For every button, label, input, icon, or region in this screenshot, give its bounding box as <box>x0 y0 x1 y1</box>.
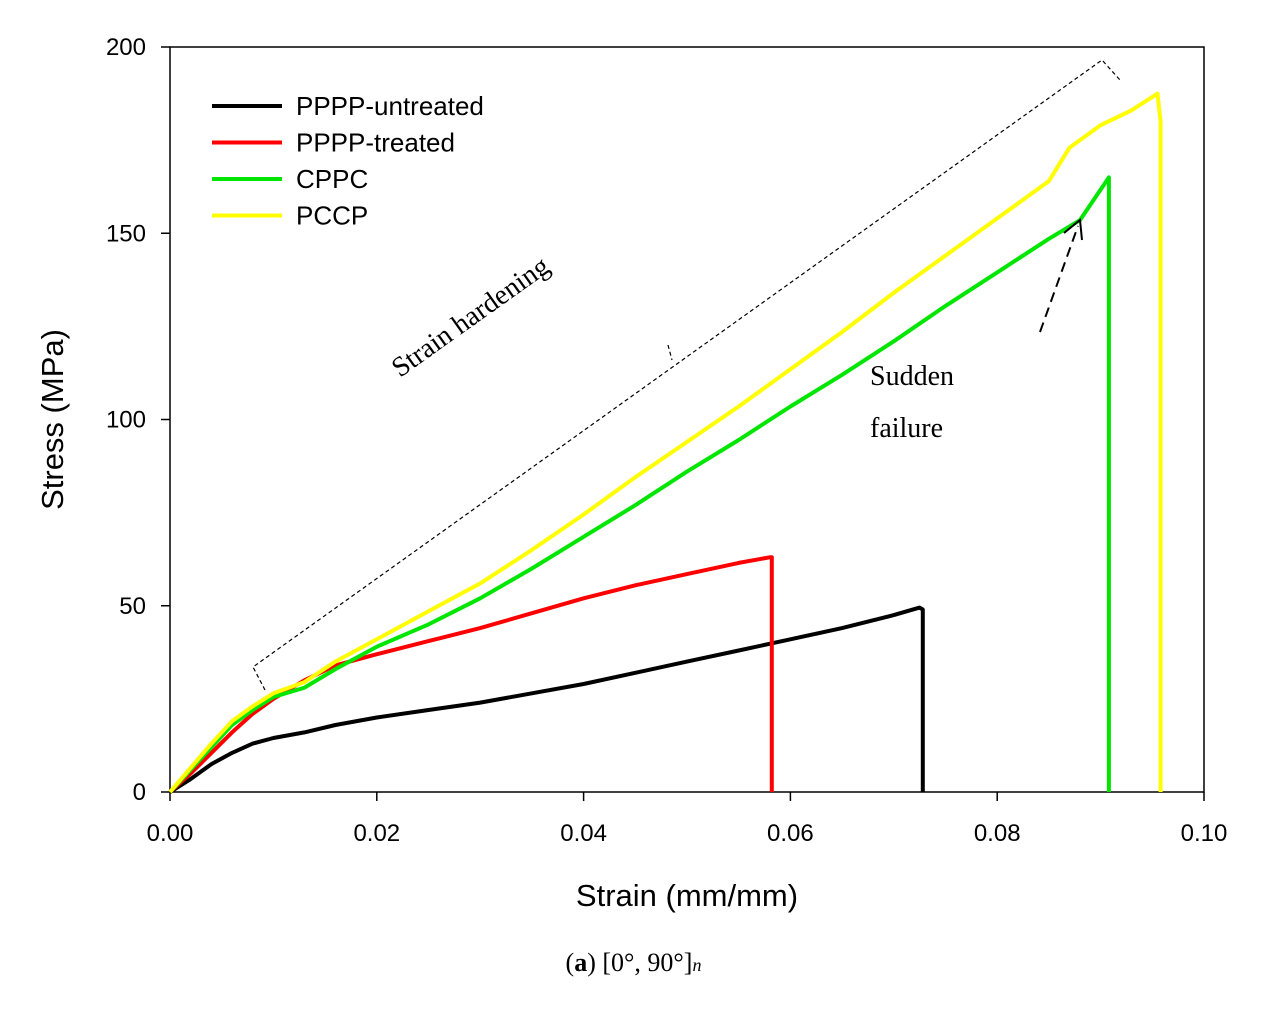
y-tick-label: 50 <box>119 593 146 620</box>
x-tick-label: 0.10 <box>1181 820 1228 847</box>
legend-entry-label: CPPC <box>296 164 368 194</box>
x-tick-label: 0.04 <box>560 820 607 847</box>
y-axis-label: Stress (MPa) <box>35 329 70 510</box>
strain-hardening-bracket <box>252 59 1121 691</box>
series-group <box>168 91 1163 794</box>
x-tick-label: 0.02 <box>353 820 400 847</box>
x-axis-label: Strain (mm/mm) <box>576 878 798 913</box>
series-line-pccp <box>168 91 1163 794</box>
x-tick-label: 0.08 <box>974 820 1021 847</box>
series-line-cppc <box>168 175 1111 794</box>
legend-entry-label: PPPP-untreated <box>296 91 484 121</box>
sudden-failure-arrow-head <box>1063 218 1083 241</box>
y-tick-label: 100 <box>106 407 146 434</box>
sudden-failure-label-line1: Sudden <box>870 361 954 392</box>
y-tick-label: 150 <box>106 220 146 247</box>
plot-area: 0.00 0.02 0.04 0.06 0.08 0.10 0 50 100 150 200 Stra… <box>35 34 1227 913</box>
series-line-pppp-treated <box>168 555 774 794</box>
sudden-failure-label-line2: failure <box>870 413 943 444</box>
stress-strain-chart: 0.00 0.02 0.04 0.06 0.08 0.10 0 50 100 150 200 Stra… <box>35 34 1227 913</box>
caption-letter: a <box>574 948 588 977</box>
y-tick-label: 200 <box>106 34 146 61</box>
x-tick-label: 0.00 <box>147 820 194 847</box>
figure-caption: (a) [0°, 90°]n <box>565 948 702 977</box>
y-tick-label: 0 <box>133 779 146 806</box>
sudden-failure-arrow-shaft <box>1039 225 1079 333</box>
legend-entry-label: PPPP-treated <box>296 128 455 158</box>
strain-hardening-label: Strain hardening <box>386 251 555 384</box>
plot-frame <box>169 46 1205 793</box>
x-tick-label: 0.06 <box>767 820 814 847</box>
caption-subscript: n <box>692 955 702 975</box>
legend: PPPP-untreated PPPP-treated CPPC PCCP <box>212 91 484 231</box>
series-line-pppp-untreated <box>168 605 925 794</box>
legend-entry-label: PCCP <box>296 201 368 231</box>
